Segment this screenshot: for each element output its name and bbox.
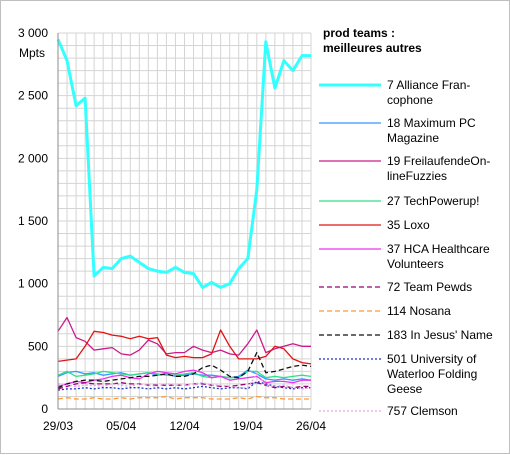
series-layer [56,38,312,400]
legend-label: 35 Loxo [387,218,430,232]
y-tick-label: 2 500 [18,89,48,103]
legend-label: Volunteers [387,257,444,271]
y-tick-label: 1 000 [18,277,48,291]
series-line [57,369,312,381]
x-tick-label: 19/04 [233,419,263,433]
x-tick-label: 12/04 [169,419,199,433]
legend-title: prod teams : [323,26,395,40]
y-tick-label: 3 000 [18,26,48,40]
legend-label: 7 Alliance Fran- [387,78,470,92]
legend-title: meilleures autres [323,41,422,55]
legend-label: 18 Maximum PC [387,116,476,130]
x-tick-label: 26/04 [296,419,326,433]
y-tick-label: 500 [28,339,48,353]
legend-label: 114 Nosana [387,304,451,318]
series-line [57,329,312,365]
legend-label: 72 Team Pewds [387,280,472,294]
series-line [57,395,311,400]
y-axis-label: Mpts [19,46,45,60]
axes: 0 500 1 000 1 500 2 000 2 500 3 000 Mpts 29/03 05… [18,26,326,433]
series-line [57,373,312,390]
y-tick-label: 1 500 [18,214,48,228]
legend-label: Magazine [387,131,439,145]
series-line [57,370,312,379]
series-line [56,38,311,289]
legend: prod teams :meilleures autres 7 Alliance … [319,26,493,418]
legend-label: lineFuzzies [387,169,447,183]
x-tick-label: 29/03 [43,419,73,433]
legend-label: 757 Clemson [387,404,458,418]
legend-label: 183 In Jesus' Name [387,328,493,342]
x-tick-label: 05/04 [106,419,136,433]
series-line [57,316,311,356]
series-line [57,351,312,389]
grid [57,32,312,410]
legend-label: Waterloo Folding [387,367,477,381]
series-line [57,382,311,390]
y-tick-label: 0 [41,402,48,416]
legend-label: cophone [387,93,433,107]
legend-label: Geese [387,382,423,396]
legend-label: 37 HCA Healthcare [387,242,490,256]
series-line [57,369,311,388]
legend-label: 27 TechPowerup! [387,194,480,208]
y-tick-label: 2 000 [18,151,48,165]
legend-label: 501 University of [387,352,477,366]
legend-label: 19 FreilaufendeOn- [387,154,490,168]
